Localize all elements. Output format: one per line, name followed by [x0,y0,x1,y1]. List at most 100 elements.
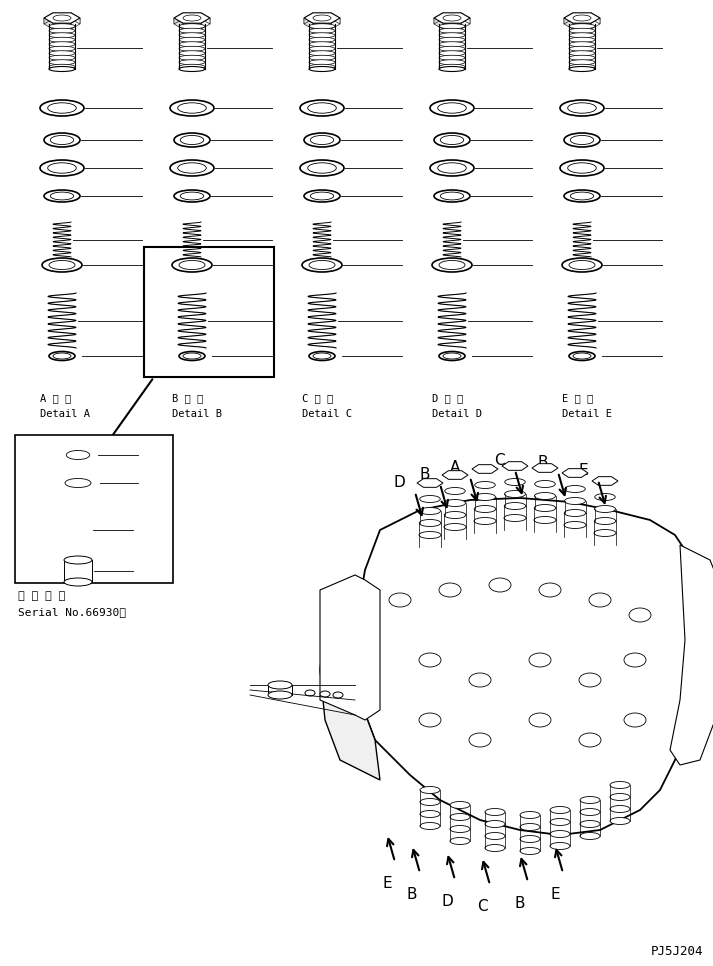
Ellipse shape [505,491,525,497]
Ellipse shape [430,100,474,116]
Ellipse shape [439,65,465,70]
Ellipse shape [64,578,92,586]
Ellipse shape [170,100,214,116]
Ellipse shape [594,529,616,536]
Ellipse shape [610,817,630,825]
Text: Detail D: Detail D [432,409,482,419]
Ellipse shape [178,102,206,113]
Polygon shape [201,13,210,24]
Ellipse shape [420,496,440,502]
Ellipse shape [560,100,604,116]
Ellipse shape [450,838,470,844]
Polygon shape [591,18,600,29]
Ellipse shape [419,507,441,515]
Ellipse shape [504,502,525,509]
Text: E: E [382,876,392,891]
Ellipse shape [569,65,595,70]
Ellipse shape [579,673,601,687]
Text: Serial No.66930～: Serial No.66930～ [18,607,126,617]
Ellipse shape [573,353,591,359]
Ellipse shape [569,67,595,71]
Text: C: C [477,899,487,914]
Polygon shape [183,23,201,29]
Ellipse shape [49,28,75,33]
Ellipse shape [439,28,465,33]
Ellipse shape [58,476,98,490]
Ellipse shape [529,653,551,667]
Ellipse shape [49,65,75,70]
Ellipse shape [419,531,441,538]
Ellipse shape [309,55,335,60]
Ellipse shape [569,261,595,270]
Ellipse shape [268,691,292,699]
Polygon shape [320,575,380,720]
Polygon shape [434,13,470,23]
Ellipse shape [179,28,205,33]
Ellipse shape [309,51,335,56]
Ellipse shape [475,481,496,489]
Text: C 詳 細: C 詳 細 [302,393,333,403]
FancyArrowPatch shape [447,857,454,877]
Text: Detail A: Detail A [40,409,90,419]
Ellipse shape [48,163,76,173]
Ellipse shape [183,353,201,359]
Ellipse shape [474,518,496,525]
FancyArrowPatch shape [416,495,423,515]
Ellipse shape [569,46,595,51]
FancyArrowPatch shape [441,487,448,507]
Ellipse shape [450,826,470,833]
Ellipse shape [520,811,540,818]
Ellipse shape [49,24,75,29]
FancyArrowPatch shape [559,474,566,496]
Ellipse shape [310,135,334,145]
Ellipse shape [535,493,555,499]
Polygon shape [564,13,600,23]
Polygon shape [174,13,183,24]
Text: E: E [578,463,588,478]
Ellipse shape [65,478,91,488]
Ellipse shape [66,450,90,460]
Ellipse shape [485,844,505,851]
Ellipse shape [309,38,335,43]
Ellipse shape [444,524,466,530]
Ellipse shape [44,133,80,147]
Text: E 詳 細: E 詳 細 [562,393,593,403]
Ellipse shape [439,38,465,43]
Ellipse shape [420,810,440,817]
Ellipse shape [569,60,595,65]
Ellipse shape [430,160,474,176]
Ellipse shape [174,190,210,202]
Text: Detail B: Detail B [172,409,222,419]
Ellipse shape [550,807,570,813]
Ellipse shape [179,42,205,46]
Ellipse shape [489,578,511,592]
Polygon shape [434,13,443,24]
Ellipse shape [534,517,556,524]
Ellipse shape [309,60,335,65]
Ellipse shape [179,51,205,56]
Ellipse shape [474,494,496,500]
Polygon shape [71,13,80,24]
Ellipse shape [313,353,331,359]
Ellipse shape [309,352,335,360]
Ellipse shape [444,512,466,519]
Ellipse shape [49,42,75,46]
Ellipse shape [439,46,465,51]
Polygon shape [443,23,461,29]
Ellipse shape [589,593,611,607]
Ellipse shape [44,190,80,202]
Text: D 詳 細: D 詳 細 [432,393,463,403]
Ellipse shape [439,60,465,65]
FancyArrowPatch shape [515,472,523,493]
FancyArrowPatch shape [482,862,489,882]
Ellipse shape [444,499,466,506]
Bar [15,435,173,583]
Polygon shape [592,476,618,485]
Ellipse shape [434,133,470,147]
Ellipse shape [485,833,505,839]
Ellipse shape [450,802,470,809]
Ellipse shape [305,690,315,696]
Ellipse shape [49,46,75,51]
Ellipse shape [179,60,205,65]
Ellipse shape [570,135,594,145]
